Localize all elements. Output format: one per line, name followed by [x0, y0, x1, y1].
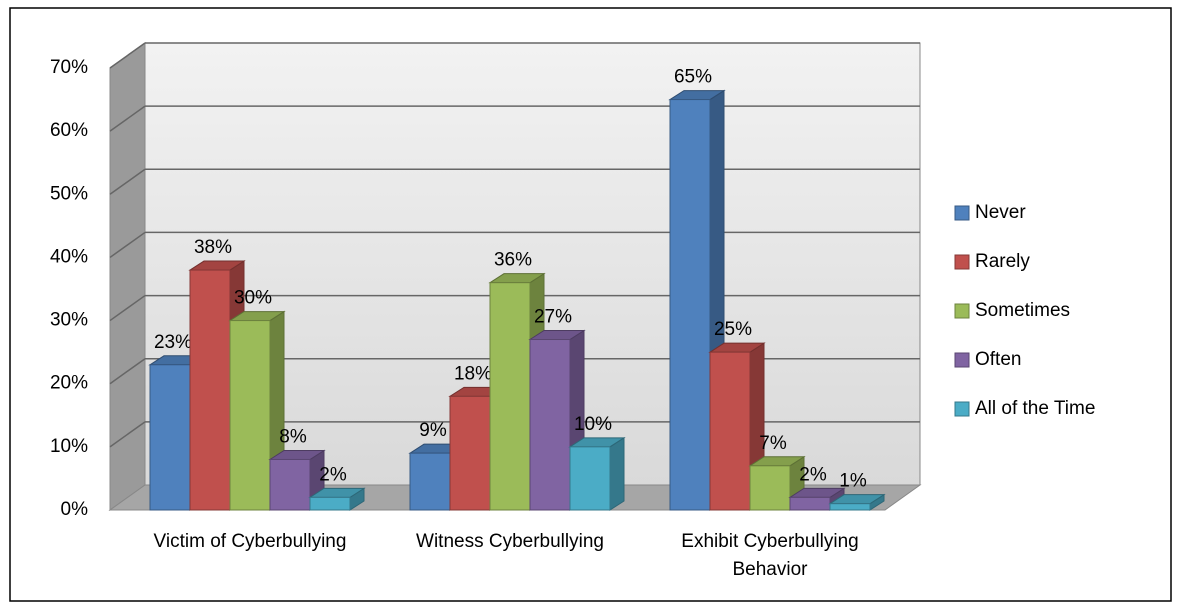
- grid-line-side: [109, 231, 146, 259]
- legend-label: All of the Time: [975, 398, 1095, 419]
- data-label: 8%: [279, 427, 307, 448]
- bar: [749, 465, 791, 511]
- legend-swatch: [954, 303, 970, 319]
- grid-line-side: [109, 168, 146, 195]
- y-tick-label: 10%: [50, 436, 88, 457]
- y-tick-label: 0%: [61, 499, 89, 520]
- bar: [269, 458, 311, 511]
- bar: [669, 99, 711, 511]
- bar: [409, 452, 451, 511]
- legend-label: Sometimes: [975, 300, 1070, 321]
- bar-side: [609, 436, 625, 511]
- side-wall: [109, 42, 146, 511]
- bar: [229, 320, 271, 511]
- data-label: 2%: [319, 464, 347, 485]
- data-label: 7%: [759, 433, 787, 454]
- legend-swatch: [954, 254, 970, 270]
- x-tick-label: Exhibit Cyberbullying Behavior: [681, 531, 859, 580]
- x-tick-label: Witness Cyberbullying: [416, 531, 604, 552]
- grid-line-side: [109, 42, 146, 69]
- data-label: 36%: [494, 250, 532, 271]
- bar: [829, 503, 871, 511]
- bar: [529, 339, 571, 511]
- bar: [449, 395, 491, 511]
- legend-swatch: [954, 401, 970, 417]
- grid-line-side: [109, 105, 146, 132]
- legend-label: Never: [975, 202, 1026, 223]
- bar: [189, 269, 231, 511]
- legend-label: Often: [975, 349, 1021, 370]
- legend-swatch: [954, 352, 970, 368]
- y-tick-label: 50%: [50, 183, 88, 204]
- data-label: 1%: [839, 471, 867, 492]
- legend-label: Rarely: [975, 251, 1030, 272]
- grid-line-side: [109, 294, 146, 322]
- data-label: 30%: [234, 288, 272, 309]
- bar: [709, 351, 751, 511]
- data-label: 18%: [454, 363, 492, 384]
- y-tick-label: 40%: [50, 246, 88, 267]
- grid-line-side: [109, 421, 146, 448]
- bar: [789, 496, 831, 511]
- data-label: 10%: [574, 414, 612, 435]
- y-tick-label: 20%: [50, 373, 88, 394]
- data-label: 9%: [419, 420, 447, 441]
- legend-swatch: [954, 205, 970, 221]
- data-label: 25%: [714, 319, 752, 340]
- bar: [569, 446, 611, 511]
- y-tick-label: 70%: [50, 57, 88, 78]
- data-label: 38%: [194, 237, 232, 258]
- data-label: 2%: [799, 464, 827, 485]
- bar: [309, 496, 351, 511]
- grid-line-side: [109, 358, 146, 385]
- y-tick-label: 60%: [50, 120, 88, 141]
- bar: [489, 282, 531, 511]
- data-label: 27%: [534, 307, 572, 328]
- x-tick-label: Victim of Cyberbullying: [153, 531, 347, 552]
- y-tick-label: 30%: [50, 310, 88, 331]
- data-label: 23%: [154, 332, 192, 353]
- bar: [149, 364, 191, 511]
- data-label: 65%: [674, 67, 712, 88]
